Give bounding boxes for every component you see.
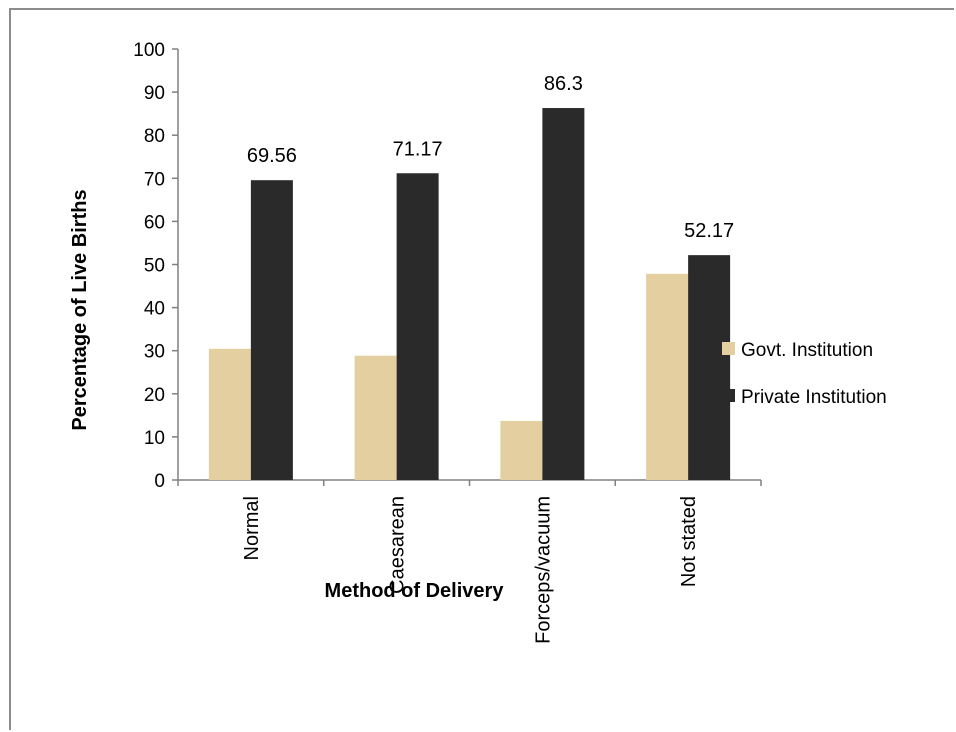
y-axis-title: Percentage of Live Births bbox=[69, 189, 91, 430]
y-tick-label: 90 bbox=[144, 83, 165, 104]
y-tick-label: 50 bbox=[144, 256, 165, 277]
y-tick-label: 20 bbox=[144, 385, 165, 406]
bar-govt-3 bbox=[646, 273, 689, 480]
y-tick-label: 70 bbox=[144, 169, 165, 190]
y-tick-label: 10 bbox=[144, 428, 165, 449]
x-tick-label: Normal bbox=[241, 496, 263, 560]
y-tick-label: 40 bbox=[144, 299, 165, 320]
data-label: 52.17 bbox=[684, 220, 734, 242]
bar-private-3 bbox=[688, 255, 731, 480]
y-tick-label: 100 bbox=[133, 40, 165, 61]
data-labels: 69.56 71.17 86.3 52.17 bbox=[247, 73, 734, 242]
bar-private-0 bbox=[250, 180, 293, 480]
legend-label: Private Institution bbox=[741, 387, 887, 408]
x-axis: Normal Caesarean Forceps/vacuum Not stated bbox=[177, 479, 762, 644]
data-label: 69.56 bbox=[247, 145, 297, 167]
bar-govt-2 bbox=[500, 420, 543, 480]
legend-swatch bbox=[722, 342, 735, 355]
y-tick-label: 30 bbox=[144, 342, 165, 363]
legend-label: Govt. Institution bbox=[741, 340, 873, 361]
bar-govt-0 bbox=[208, 348, 251, 480]
legend: Govt. Institution Private Institution bbox=[722, 340, 887, 408]
y-tick-label: 80 bbox=[144, 126, 165, 147]
data-label: 86.3 bbox=[544, 73, 583, 95]
y-tick-label: 0 bbox=[154, 471, 165, 492]
legend-swatch bbox=[722, 389, 735, 402]
chart-frame bbox=[9, 8, 954, 730]
y-tick-label: 60 bbox=[144, 212, 165, 233]
bar-private-2 bbox=[542, 108, 585, 480]
x-tick-label: Caesarean bbox=[387, 496, 409, 594]
bar-govt-1 bbox=[354, 355, 397, 480]
bars bbox=[208, 108, 731, 480]
y-axis: 0 10 20 30 40 50 60 70 80 90 100 bbox=[133, 40, 179, 492]
x-axis-title: Method of Delivery bbox=[325, 580, 505, 602]
data-label: 71.17 bbox=[393, 138, 443, 160]
x-tick-label: Not stated bbox=[678, 496, 700, 587]
bar-private-1 bbox=[396, 173, 439, 480]
x-tick-label: Forceps/vacuum bbox=[532, 496, 554, 644]
